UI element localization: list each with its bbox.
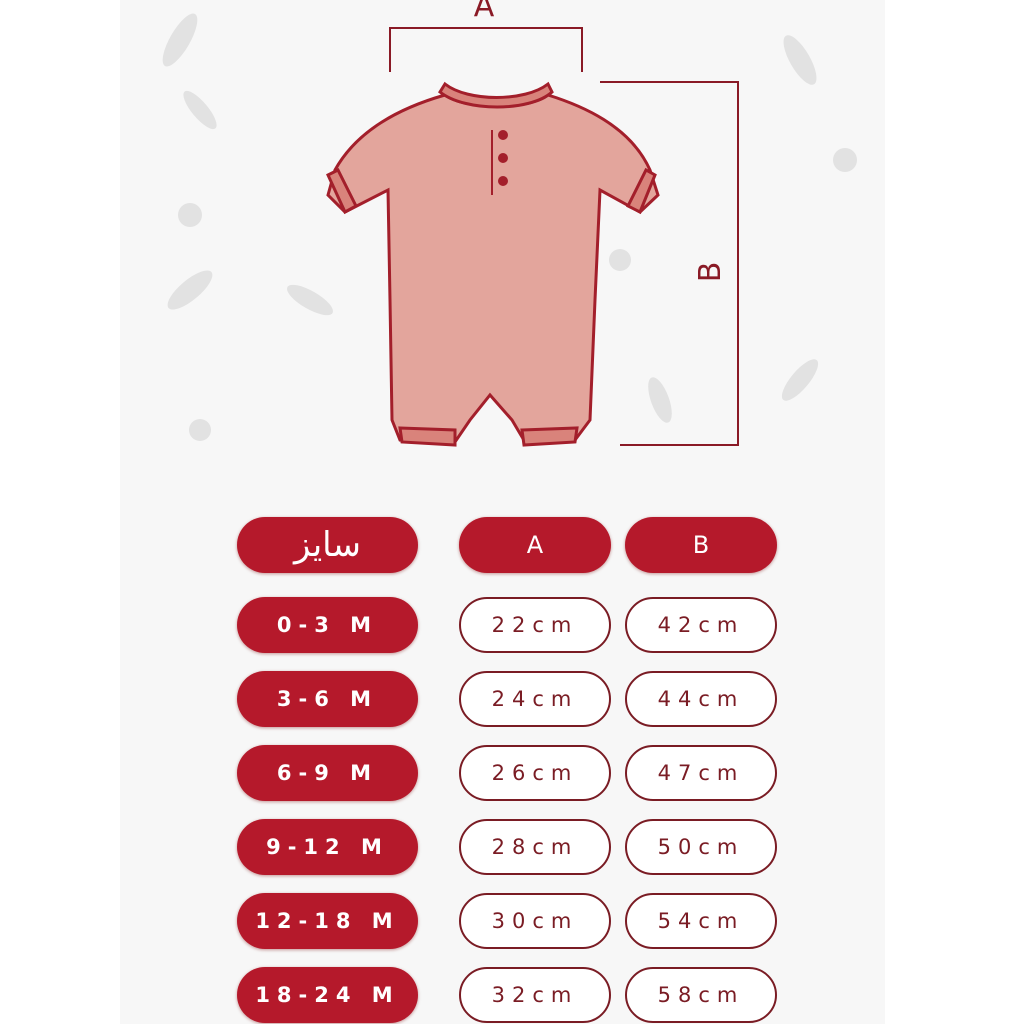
a-cell: 24cm — [459, 671, 611, 727]
a-cell: 26cm — [459, 745, 611, 801]
a-cell: 32cm — [459, 967, 611, 1023]
header-size-label: سایز — [293, 525, 362, 565]
b-cell: 42cm — [625, 597, 777, 653]
header-a: A — [459, 517, 611, 573]
header-size: سایز — [237, 517, 418, 573]
header-b: B — [625, 517, 777, 573]
dimension-b — [600, 81, 739, 446]
size-cell: 9-12 M — [237, 819, 418, 875]
dimension-a-label: A — [474, 0, 495, 24]
header-a-label: A — [526, 531, 544, 559]
b-cell: 50cm — [625, 819, 777, 875]
leaf-pattern — [162, 13, 857, 441]
romper-illustration: A B — [162, 0, 857, 447]
dimension-a — [389, 27, 583, 72]
b-cell: 58cm — [625, 967, 777, 1023]
b-cell: 47cm — [625, 745, 777, 801]
size-cell: 12-18 M — [237, 893, 418, 949]
romper — [326, 81, 660, 447]
size-cell: 18-24 M — [237, 967, 418, 1023]
size-cell: 3-6 M — [237, 671, 418, 727]
header-b-label: B — [692, 531, 710, 559]
a-cell: 22cm — [459, 597, 611, 653]
size-cell: 0-3 M — [237, 597, 418, 653]
a-cell: 30cm — [459, 893, 611, 949]
dimension-b-label: B — [693, 262, 728, 283]
b-cell: 54cm — [625, 893, 777, 949]
size-cell: 6-9 M — [237, 745, 418, 801]
a-cell: 28cm — [459, 819, 611, 875]
b-cell: 44cm — [625, 671, 777, 727]
